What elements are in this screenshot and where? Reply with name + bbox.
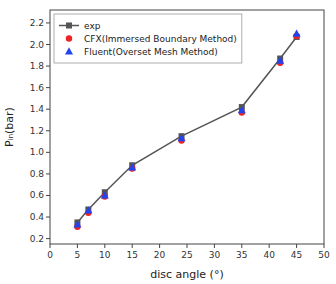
y-tick-label: 1.4 [30,104,45,114]
y-tick-label: 2.0 [30,40,45,50]
y-axis-label: Pᵢₙ(bar) [3,107,16,147]
x-tick [214,244,215,248]
legend-swatch [65,47,73,54]
plot-frame [50,10,324,244]
legend: exp CFX(Immersed Boundary Method) Fluent(O… [54,14,242,63]
x-tick-label: 50 [318,250,330,260]
x-tick [324,244,325,248]
data-point [73,220,81,227]
legend-label: CFX(Immersed Boundary Method) [84,34,237,44]
y-tick [46,109,50,110]
x-tick [296,244,297,248]
data-point [84,206,92,213]
y-tick-label: 1.8 [30,61,45,71]
data-point [128,163,136,170]
x-tick-label: 5 [75,250,81,260]
x-tick [187,244,188,248]
legend-box [54,14,242,63]
y-tick-label: 0.4 [30,212,45,222]
legend-label: exp [84,21,101,31]
data-point [178,134,186,141]
y-tick-label: 0.6 [30,190,45,200]
x-tick [241,244,242,248]
x-tick [104,244,105,248]
y-tick-label: 0.2 [30,234,44,244]
legend-swatch [66,23,72,29]
x-tick-label: 20 [154,250,166,260]
x-tick [77,244,78,248]
x-tick-label: 40 [263,250,275,260]
x-tick-label: 30 [209,250,221,260]
x-tick-label: 10 [99,250,111,260]
y-tick-label: 2.2 [30,18,44,28]
x-tick-label: 35 [236,250,247,260]
legend-swatch [66,35,72,41]
data-point [101,191,109,198]
y-tick [46,44,50,45]
x-tick [50,244,51,248]
y-tick [46,22,50,23]
y-tick [46,173,50,174]
y-tick-label: 1.0 [30,147,45,157]
x-tick-label: 25 [181,250,192,260]
y-tick [46,130,50,131]
y-tick-label: 1.6 [30,83,45,93]
chart: 0 5 10 15 20 25 30 35 40 45 50 0.2 0.4 0.6 0.8 1.0 1.2 1.… [0,0,336,284]
x-tick [159,244,160,248]
x-tick [269,244,270,248]
y-tick [46,152,50,153]
x-tick-label: 0 [47,250,53,260]
x-tick-label: 15 [126,250,137,260]
series-line [77,37,296,222]
y-tick-label: 0.8 [30,169,45,179]
x-tick [132,244,133,248]
y-tick-label: 1.2 [30,126,44,136]
legend-label: Fluent(Overset Mesh Method) [84,47,218,57]
data-point [238,106,246,113]
x-axis-label: disc angle (°) [150,268,223,281]
data-point [293,30,301,37]
data-point [276,56,284,63]
y-tick [46,238,50,239]
x-tick-label: 45 [291,250,302,260]
y-tick [46,87,50,88]
y-tick [46,66,50,67]
y-tick [46,195,50,196]
y-tick [46,217,50,218]
